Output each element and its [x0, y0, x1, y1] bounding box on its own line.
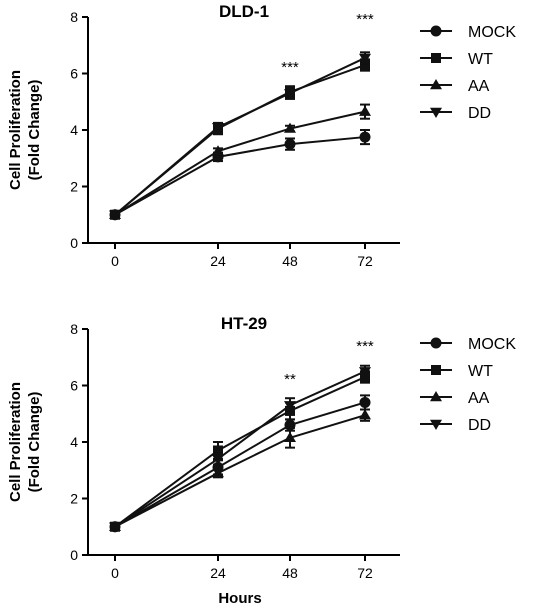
- data-point: [359, 367, 371, 378]
- data-point: [109, 210, 121, 221]
- chart-title: HT-29: [221, 314, 267, 333]
- legend-label: WT: [468, 51, 493, 68]
- y-tick-label: 4: [70, 122, 78, 138]
- legend-marker: [431, 53, 441, 63]
- legend-label: MOCK: [468, 24, 516, 41]
- legend-marker: [430, 391, 442, 402]
- y-tick-label: 6: [70, 378, 78, 394]
- legend-marker: [430, 337, 442, 349]
- legend-item-dd: DD: [420, 417, 491, 434]
- y-axis-label: Cell Proliferation: [7, 70, 24, 190]
- data-point: [212, 145, 224, 156]
- x-tick-label: 48: [282, 253, 298, 269]
- series-mock: [109, 394, 371, 533]
- legend-label: DD: [468, 417, 491, 434]
- y-tick-label: 2: [70, 179, 78, 195]
- series-dd: [109, 364, 371, 533]
- y-tick-label: 6: [70, 66, 78, 82]
- y-tick-label: 2: [70, 491, 78, 507]
- legend-marker: [430, 25, 442, 37]
- series-line: [114, 57, 366, 216]
- legend-label: MOCK: [468, 336, 516, 353]
- series-line: [114, 376, 366, 528]
- legend-item-dd: DD: [420, 105, 491, 122]
- data-point: [359, 409, 371, 420]
- y-axis-label: (Fold Change): [26, 392, 43, 493]
- series-line: [114, 370, 366, 528]
- y-tick-label: 8: [70, 321, 78, 337]
- y-axis-label: (Fold Change): [26, 80, 43, 181]
- x-tick-label: 24: [210, 253, 226, 269]
- data-point: [284, 401, 296, 412]
- legend-marker: [430, 79, 442, 90]
- y-tick-label: 8: [70, 9, 78, 25]
- legend-item-mock: MOCK: [420, 336, 516, 353]
- y-axis-label: Cell Proliferation: [7, 382, 24, 502]
- series-line: [114, 414, 366, 528]
- series-aa: [109, 408, 371, 531]
- data-point: [212, 467, 224, 478]
- data-point: [360, 60, 370, 71]
- legend-label: WT: [468, 363, 493, 380]
- data-point: [109, 522, 121, 533]
- data-point: [359, 396, 371, 408]
- significance-label: ***: [356, 11, 374, 28]
- series-line: [114, 136, 366, 216]
- legend-marker: [431, 365, 441, 375]
- chart-title: DLD-1: [219, 2, 269, 21]
- legend-label: AA: [468, 390, 490, 407]
- significance-label: **: [284, 371, 296, 388]
- data-point: [284, 431, 296, 442]
- legend-item-wt: WT: [420, 51, 493, 68]
- x-tick-label: 48: [282, 565, 298, 581]
- x-tick-label: 0: [111, 253, 119, 269]
- legend-item-aa: AA: [420, 390, 490, 407]
- legend-label: DD: [468, 105, 491, 122]
- significance-label: ***: [356, 338, 374, 355]
- data-point: [284, 89, 296, 100]
- x-tick-label: 72: [357, 565, 373, 581]
- data-point: [284, 138, 296, 150]
- data-point: [359, 131, 371, 143]
- legend-item-aa: AA: [420, 78, 490, 95]
- series-line: [114, 401, 366, 528]
- data-point: [213, 445, 223, 456]
- data-point: [212, 454, 224, 465]
- significance-label: ***: [281, 59, 299, 76]
- data-point: [359, 53, 371, 64]
- series-dd: [109, 51, 371, 221]
- x-tick-label: 24: [210, 565, 226, 581]
- y-tick-label: 0: [70, 547, 78, 563]
- legend-marker: [430, 419, 442, 430]
- y-tick-label: 0: [70, 235, 78, 251]
- legend-item-mock: MOCK: [420, 24, 516, 41]
- legend-label: AA: [468, 78, 490, 95]
- x-axis-label: Hours: [218, 590, 261, 607]
- x-tick-label: 0: [111, 565, 119, 581]
- series-aa: [109, 103, 371, 219]
- legend-marker: [430, 107, 442, 118]
- data-point: [284, 122, 296, 133]
- y-tick-label: 4: [70, 434, 78, 450]
- legend-item-wt: WT: [420, 363, 493, 380]
- x-tick-label: 72: [357, 253, 373, 269]
- series-line: [114, 110, 366, 216]
- data-point: [359, 105, 371, 116]
- data-point: [212, 122, 224, 134]
